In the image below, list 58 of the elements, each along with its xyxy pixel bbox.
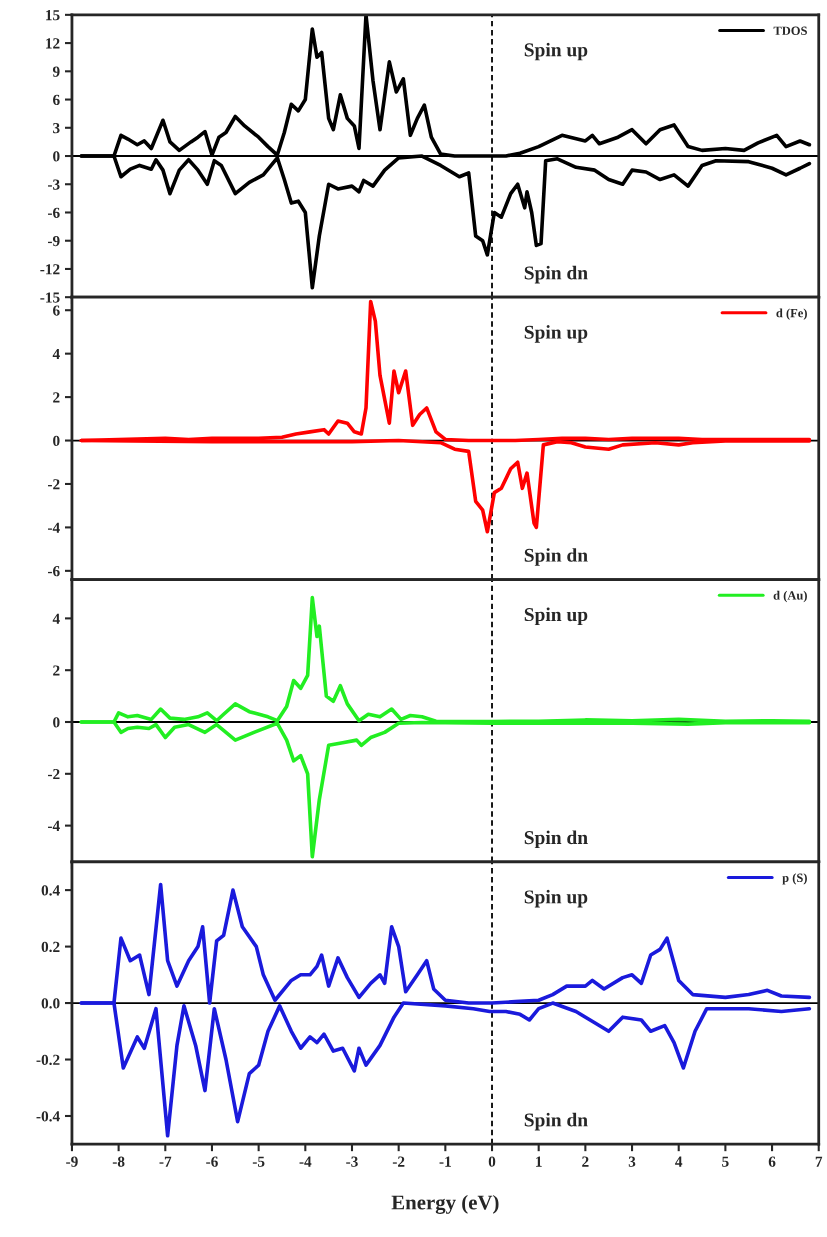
y-tick-label: 6 — [53, 305, 60, 316]
annotation: Spin dn — [524, 548, 588, 566]
y-tick-label: -0.4 — [36, 1111, 60, 1122]
annotation: Spin dn — [524, 830, 588, 849]
y-tick-label: 3 — [53, 122, 60, 134]
x-tick-label: -9 — [66, 1156, 78, 1167]
annotation: Spin up — [524, 889, 588, 908]
x-tick-label: 0 — [488, 1156, 496, 1167]
y-tick-label: -4 — [47, 820, 60, 831]
y-tick-label: 4 — [52, 613, 60, 624]
y-tick-label: 6 — [53, 94, 60, 105]
annotation: Spin dn — [524, 1112, 588, 1131]
y-tick-label: 0.2 — [41, 941, 60, 953]
x-tick-label: -7 — [159, 1156, 172, 1167]
y-tick-label: 2 — [53, 392, 60, 403]
legend-label: p (S) — [782, 873, 807, 885]
y-tick-label: 2 — [53, 665, 60, 676]
legend-label: d (Au) — [773, 590, 807, 603]
y-tick-label: 0.4 — [41, 885, 60, 896]
x-tick-label: -3 — [346, 1156, 358, 1167]
x-tick-label: -5 — [252, 1156, 265, 1167]
x-tick-label: -6 — [206, 1156, 218, 1167]
x-tick-label: -1 — [439, 1156, 451, 1167]
legend-label: d (Fe) — [776, 308, 807, 320]
y-tick-label: -12 — [40, 264, 60, 275]
y-tick-label: 0 — [53, 717, 60, 728]
y-tick-label: -6 — [47, 566, 60, 577]
y-tick-label: 9 — [52, 66, 60, 77]
x-tick-label: 7 — [815, 1156, 823, 1167]
x-tick-label: 3 — [628, 1156, 636, 1167]
x-tick-label: -4 — [299, 1156, 312, 1167]
y-tick-label: 12 — [46, 38, 60, 49]
x-tick-label: 6 — [768, 1156, 776, 1167]
y-tick-label: -9 — [47, 235, 60, 247]
x-tick-label: 1 — [536, 1156, 542, 1167]
y-tick-label: 0 — [53, 151, 60, 162]
y-tick-label: -4 — [47, 522, 60, 533]
y-tick-label: 4 — [52, 348, 60, 359]
y-tick-label: -3 — [47, 179, 60, 190]
annotation: Spin up — [524, 325, 588, 343]
x-tick-label: -8 — [112, 1156, 125, 1167]
y-tick-label: 15 — [46, 10, 60, 21]
x-tick-label: -2 — [392, 1156, 405, 1167]
y-tick-label: -15 — [40, 292, 60, 303]
y-tick-label: -2 — [47, 768, 60, 780]
x-tick-label: 4 — [675, 1156, 683, 1167]
x-axis-title: Energy (eV) — [391, 1194, 499, 1214]
y-tick-label: -0.2 — [36, 1054, 60, 1066]
annotation: Spin dn — [524, 265, 588, 284]
y-tick-label: 0 — [53, 435, 60, 446]
x-tick-label: 2 — [582, 1156, 589, 1167]
annotation: Spin up — [524, 607, 588, 626]
y-tick-label: 0.0 — [41, 998, 60, 1009]
y-tick-label: -2 — [47, 479, 60, 490]
y-tick-label: -6 — [47, 207, 60, 218]
legend-label: TDOS — [773, 26, 807, 35]
annotation: Spin up — [524, 42, 588, 61]
x-tick-label: 5 — [722, 1156, 729, 1167]
